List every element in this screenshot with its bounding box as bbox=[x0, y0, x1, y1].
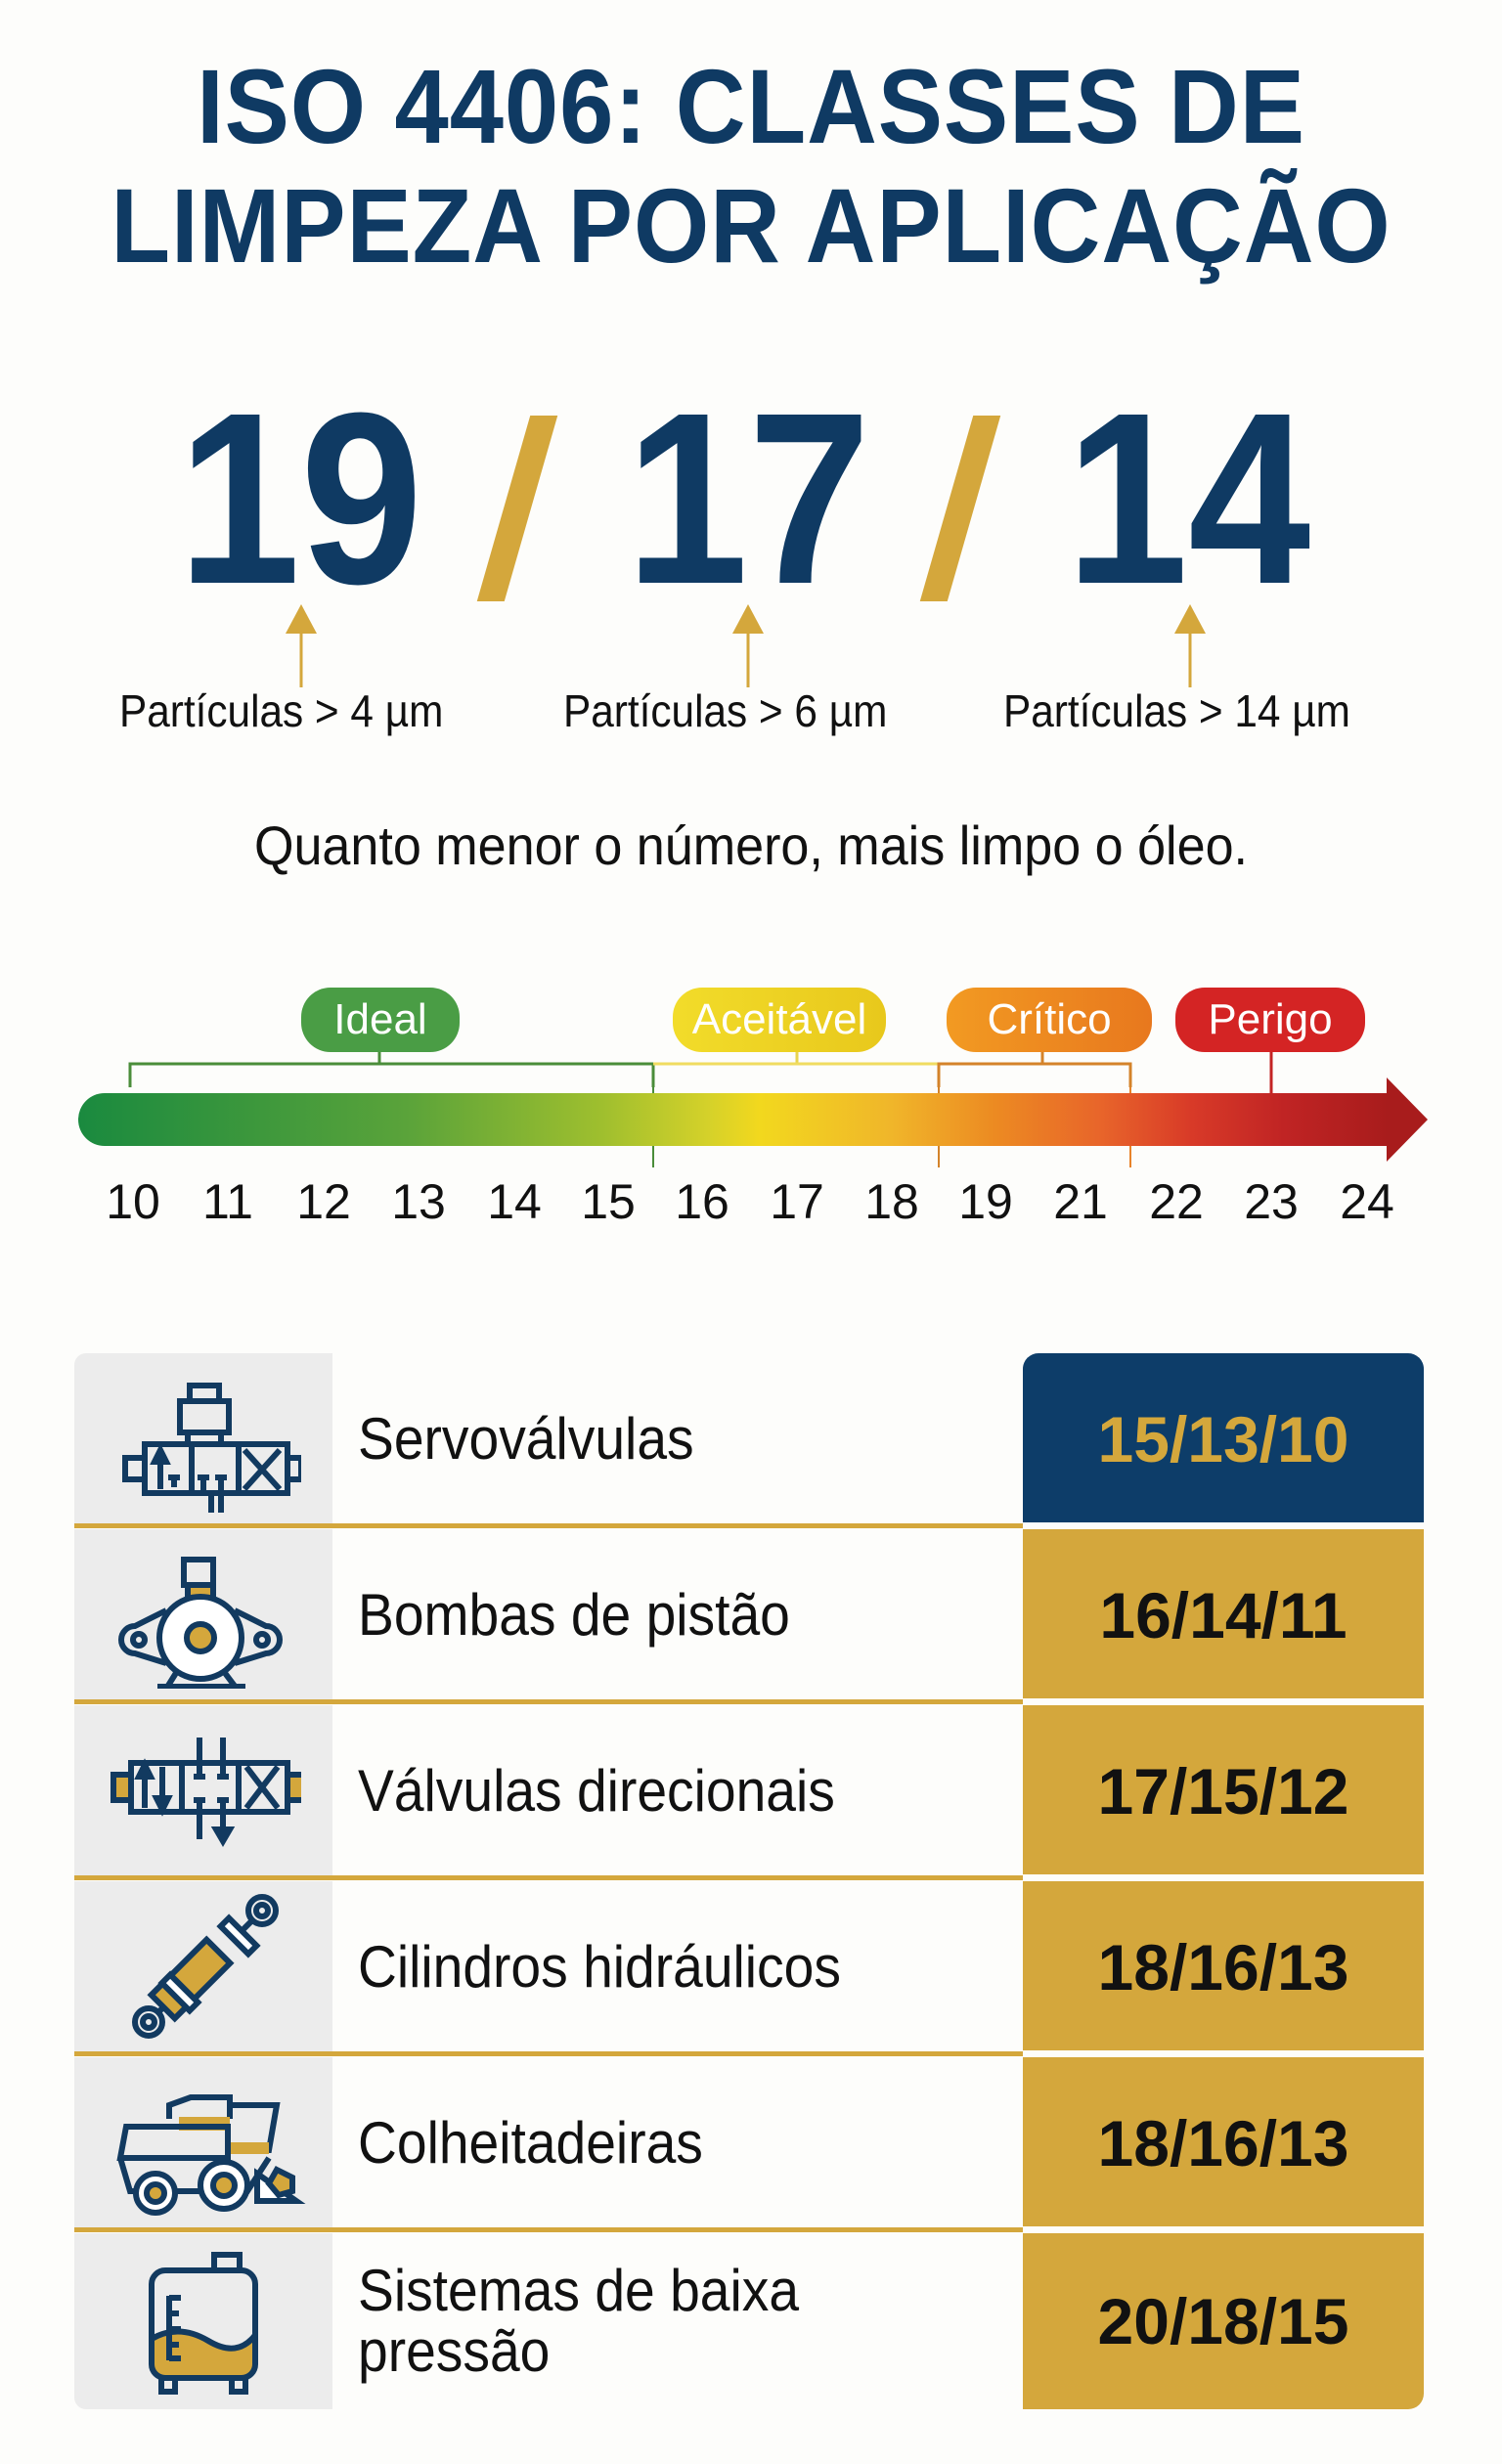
tick-label: 11 bbox=[202, 1174, 253, 1229]
zone-pill-critico: Crítico bbox=[947, 988, 1152, 1052]
table-row: Bombas de pistão 16/14/11 bbox=[74, 1529, 1424, 1701]
tick-label: 19 bbox=[958, 1174, 1013, 1229]
cell-gap bbox=[1023, 1522, 1424, 1528]
application-label: Cilindros hidráulicos bbox=[358, 1934, 841, 2000]
iso-class-value: 17/15/12 bbox=[1023, 1705, 1424, 1877]
arrow-up-icon bbox=[286, 604, 317, 687]
cell-gap bbox=[1023, 2226, 1424, 2232]
arrow-up-icon bbox=[732, 604, 764, 687]
zone-pill-perigo: Perigo bbox=[1175, 988, 1365, 1052]
application-label: Servoválvulas bbox=[358, 1406, 694, 1472]
iso-class-value: 15/13/10 bbox=[1023, 1353, 1424, 1525]
table-row: Colheitadeiras 18/16/13 bbox=[74, 2057, 1424, 2229]
cell-gap bbox=[1023, 1874, 1424, 1880]
zone-pill-aceitavel: Aceitável bbox=[673, 988, 886, 1052]
table-row: Servoválvulas 15/13/10 bbox=[74, 1353, 1424, 1525]
row-divider bbox=[74, 2051, 1023, 2056]
particle-label-6um: Partículas > 6 µm bbox=[563, 685, 888, 736]
tick-label: 22 bbox=[1149, 1174, 1204, 1229]
tick-label: 18 bbox=[864, 1174, 919, 1229]
tick-label: 14 bbox=[487, 1174, 542, 1229]
application-label: Sistemas de baixa pressão bbox=[358, 2258, 800, 2384]
iso-class-value: 18/16/13 bbox=[1023, 2057, 1424, 2229]
row-divider bbox=[74, 1699, 1023, 1704]
iso-class-value: 20/18/15 bbox=[1023, 2233, 1424, 2409]
particle-label-14um: Partículas > 14 µm bbox=[1003, 685, 1350, 736]
table-row: Válvulas direcionais 17/15/12 bbox=[74, 1705, 1424, 1877]
code-value-4um: 19 bbox=[178, 362, 423, 635]
title-line-2: LIMPEZA POR APLICAÇÃO bbox=[110, 166, 1392, 285]
table-row: Sistemas de baixa pressão 20/18/15 bbox=[74, 2233, 1424, 2409]
code-value-6um: 17 bbox=[626, 362, 871, 635]
tick-label: 10 bbox=[106, 1174, 160, 1229]
application-label: Válvulas direcionais bbox=[358, 1758, 835, 1824]
tick-label: 24 bbox=[1340, 1174, 1394, 1229]
tick-label: 13 bbox=[391, 1174, 446, 1229]
iso-class-value: 18/16/13 bbox=[1023, 1881, 1424, 2053]
tick-label: 21 bbox=[1053, 1174, 1108, 1229]
page-title: ISO 4406: CLASSES DE LIMPEZA POR APLICAÇ… bbox=[60, 47, 1441, 286]
zone-pill-ideal: Ideal bbox=[301, 988, 460, 1052]
hydraulic-cylinder-icon bbox=[74, 1881, 332, 2053]
row-divider bbox=[74, 1523, 1023, 1528]
cell-gap bbox=[1023, 1698, 1424, 1704]
code-separator bbox=[919, 416, 1001, 601]
piston-pump-icon bbox=[74, 1529, 332, 1701]
harvester-icon bbox=[74, 2057, 332, 2229]
servo-valve-icon bbox=[74, 1353, 332, 1525]
particle-label-4um: Partículas > 4 µm bbox=[119, 685, 444, 736]
application-label: Colheitadeiras bbox=[358, 2110, 703, 2176]
scale-arrow-head-icon bbox=[1387, 1078, 1428, 1162]
application-label: Bombas de pistão bbox=[358, 1582, 790, 1648]
code-separator bbox=[476, 416, 558, 601]
scale-gradient-bar bbox=[78, 1093, 1389, 1146]
tick-label: 23 bbox=[1244, 1174, 1299, 1229]
arrow-up-icon bbox=[1174, 604, 1206, 687]
tick-label: 15 bbox=[581, 1174, 636, 1229]
title-line-1: ISO 4406: CLASSES DE bbox=[197, 47, 1305, 165]
cell-gap bbox=[1023, 2050, 1424, 2056]
table-row: Cilindros hidráulicos 18/16/13 bbox=[74, 1881, 1424, 2053]
subtitle: Quanto menor o número, mais limpo o óleo… bbox=[253, 814, 1249, 876]
low-pressure-tank-icon bbox=[74, 2233, 332, 2409]
row-divider bbox=[74, 1875, 1023, 1880]
tick-label: 17 bbox=[770, 1174, 824, 1229]
row-divider bbox=[74, 2227, 1023, 2232]
tick-label: 12 bbox=[296, 1174, 351, 1229]
tick-label: 16 bbox=[675, 1174, 729, 1229]
iso-class-value: 16/14/11 bbox=[1023, 1529, 1424, 1701]
zone-brackets bbox=[128, 1052, 1273, 1167]
code-value-14um: 14 bbox=[1066, 362, 1311, 635]
directional-valve-icon bbox=[74, 1705, 332, 1877]
